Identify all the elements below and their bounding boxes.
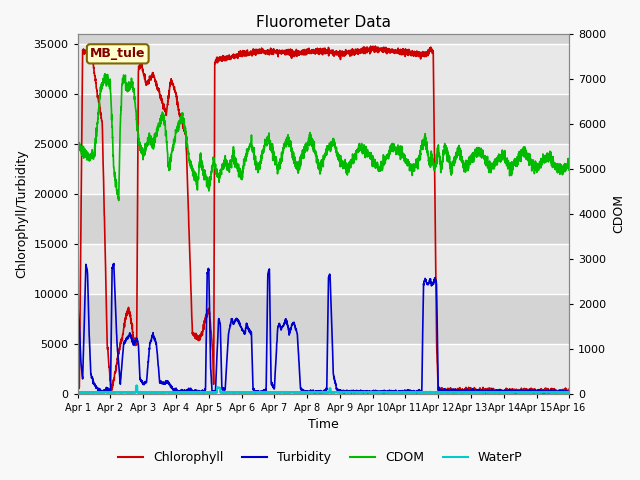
WaterP [74, 389, 81, 395]
CDOM [284, 142, 292, 147]
Turbidity [556, 388, 564, 394]
Y-axis label: Chlorophyll/Turbidity: Chlorophyll/Turbidity [15, 150, 28, 278]
Turbidity [130, 341, 138, 347]
Chlorophyll [372, 43, 380, 49]
Chlorophyll [444, 391, 451, 396]
Turbidity [74, 300, 81, 306]
WaterP [556, 390, 564, 396]
Bar [77, 144, 570, 194]
Chlorophyll [284, 50, 291, 56]
Turbidity [159, 381, 167, 386]
Bar [77, 294, 570, 344]
CDOM [101, 71, 109, 77]
WaterP [186, 390, 194, 396]
Y-axis label: CDOM: CDOM [612, 194, 625, 233]
Turbidity [262, 358, 270, 364]
Bar [77, 344, 570, 394]
Bar [77, 44, 570, 94]
CDOM [74, 141, 81, 146]
Bar [77, 0, 570, 44]
Chlorophyll [503, 390, 511, 396]
CDOM [262, 141, 270, 146]
WaterP [159, 390, 167, 396]
CDOM [503, 155, 511, 161]
Chlorophyll [262, 50, 270, 56]
WaterP [566, 390, 573, 396]
Chlorophyll [566, 386, 573, 392]
Line: CDOM: CDOM [77, 74, 570, 201]
Chlorophyll [130, 338, 138, 344]
Legend: Chlorophyll, Turbidity, CDOM, WaterP: Chlorophyll, Turbidity, CDOM, WaterP [113, 446, 527, 469]
Chlorophyll [556, 391, 564, 396]
WaterP [262, 389, 270, 395]
Turbidity [110, 261, 118, 266]
WaterP [503, 390, 511, 396]
Title: Fluorometer Data: Fluorometer Data [256, 15, 391, 30]
Turbidity [503, 388, 511, 394]
X-axis label: Time: Time [308, 419, 339, 432]
CDOM [131, 88, 138, 94]
CDOM [159, 117, 167, 123]
WaterP [133, 383, 141, 388]
Chlorophyll [74, 386, 81, 392]
Bar [77, 194, 570, 244]
Turbidity [196, 391, 204, 396]
Line: Turbidity: Turbidity [77, 264, 570, 394]
Chlorophyll [159, 103, 167, 109]
CDOM [556, 161, 564, 167]
WaterP [130, 389, 138, 395]
WaterP [284, 390, 292, 396]
Bar [77, 94, 570, 144]
CDOM [566, 164, 573, 169]
Turbidity [566, 389, 573, 395]
CDOM [115, 198, 122, 204]
Turbidity [284, 323, 292, 329]
Bar [77, 244, 570, 294]
Text: MB_tule: MB_tule [90, 48, 145, 60]
Line: Chlorophyll: Chlorophyll [77, 46, 570, 394]
Line: WaterP: WaterP [77, 385, 570, 393]
